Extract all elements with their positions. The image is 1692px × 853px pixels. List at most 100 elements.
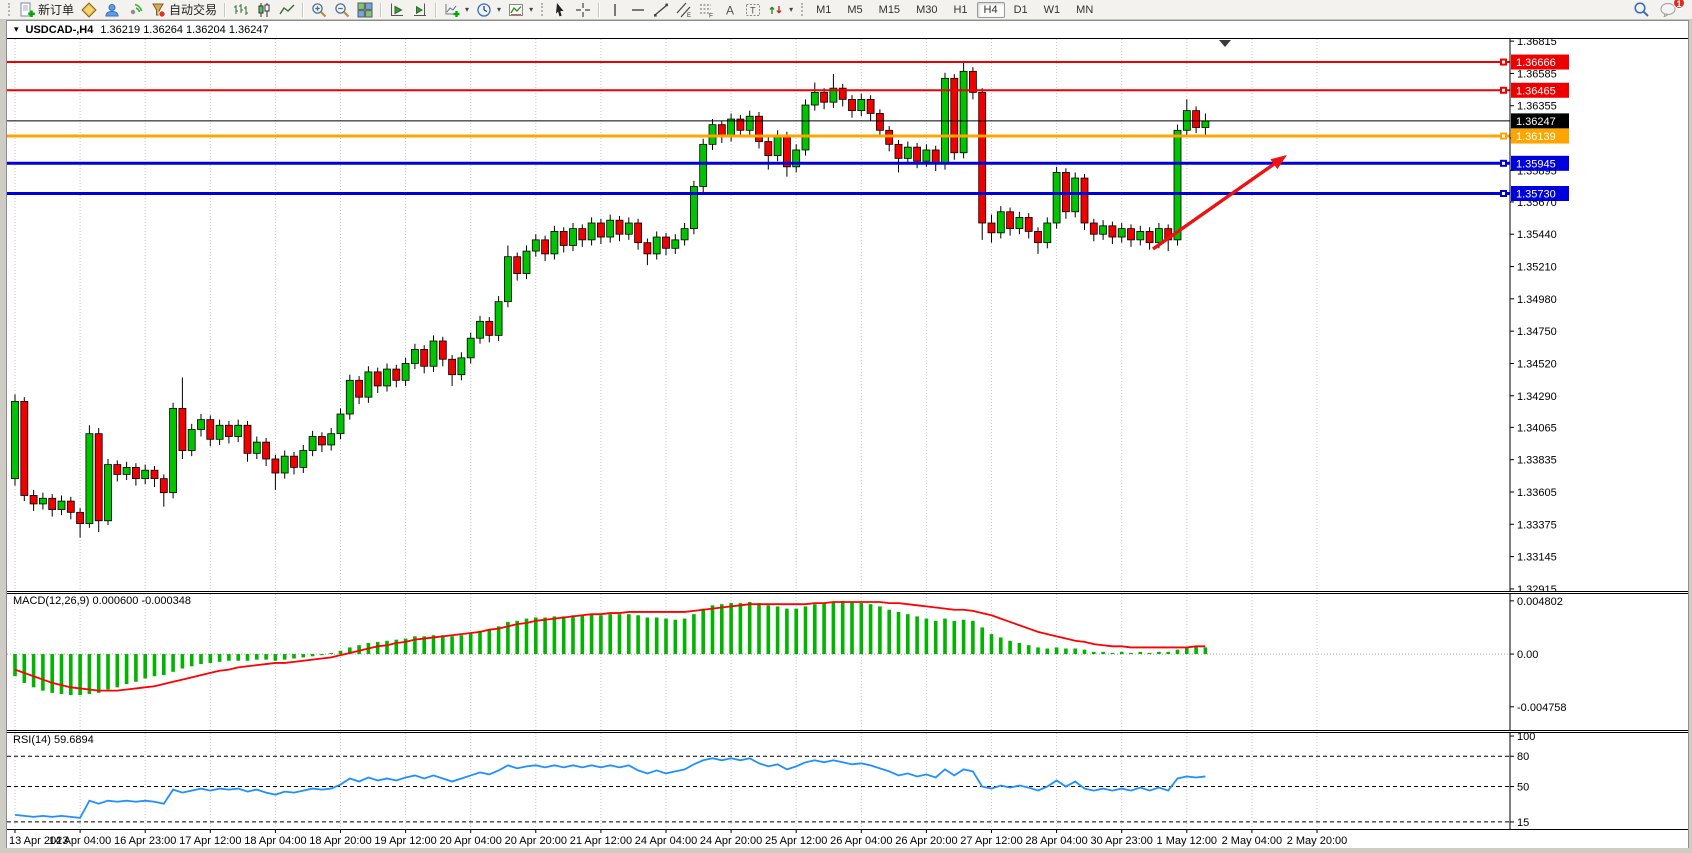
svg-text:1.33605: 1.33605	[1517, 487, 1557, 499]
text-label-button[interactable]: T	[742, 1, 764, 19]
svg-text:26 Apr 04:00: 26 Apr 04:00	[830, 835, 892, 847]
bar-chart-button[interactable]	[230, 1, 252, 19]
svg-text:E: E	[687, 13, 691, 18]
fibonacci-button[interactable]: F	[696, 1, 718, 19]
search-icon[interactable]	[1633, 1, 1650, 18]
hlines-layer[interactable]	[7, 58, 1510, 198]
pane-separator[interactable]	[7, 591, 1688, 594]
svg-text:28 Apr 04:00: 28 Apr 04:00	[1025, 835, 1087, 847]
chart-collapse-icon[interactable]: ▾	[14, 24, 19, 34]
macd-pane[interactable]: 0.004802 0.00 -0.004758 MACD(12,26,9) 0.00…	[7, 594, 1688, 730]
vertical-line-icon	[607, 2, 623, 18]
text-button[interactable]: A	[719, 1, 741, 19]
rsi-axis[interactable]: 100 80 50 15	[1509, 733, 1535, 829]
toolbar-grip[interactable]	[8, 3, 11, 16]
timeframe-h4[interactable]: H4	[976, 1, 1005, 18]
crosshair-button[interactable]	[572, 1, 594, 19]
svg-text:25 Apr 12:00: 25 Apr 12:00	[765, 835, 827, 847]
time-axis[interactable]: 13 Apr 2023 14 Apr 04:00 16 Apr 23:00 17 Ap…	[7, 829, 1688, 848]
svg-text:1.36585: 1.36585	[1517, 68, 1557, 80]
chart-shift-button[interactable]	[409, 1, 431, 19]
toolbar-right-group: 1	[1633, 0, 1685, 18]
price-axis[interactable]: 1.368151.365851.363551.361251.358951.356…	[1509, 39, 1569, 591]
svg-text:24 Apr 04:00: 24 Apr 04:00	[635, 835, 697, 847]
chart-title-bar[interactable]: ▾ USDCAD-,H4 1.36219 1.36264 1.36204 1.3…	[7, 21, 1688, 39]
svg-text:1.34520: 1.34520	[1517, 358, 1557, 370]
timeframe-m15[interactable]: M15	[878, 3, 901, 16]
timeframe-d1[interactable]: D1	[1013, 3, 1028, 16]
svg-text:17 Apr 12:00: 17 Apr 12:00	[179, 835, 241, 847]
trendline-button[interactable]	[650, 1, 672, 19]
line-chart-button[interactable]	[276, 1, 298, 19]
macd-signal-line	[14, 601, 1206, 692]
svg-text:1.36815: 1.36815	[1517, 39, 1557, 48]
indicators-button[interactable]: ▾	[441, 1, 472, 19]
text-icon: A	[722, 2, 738, 18]
line-chart-icon	[279, 2, 295, 18]
zoom-out-button[interactable]	[331, 1, 353, 19]
current-price-badge: 1.36247	[1511, 113, 1569, 129]
svg-text:16 Apr 23:00: 16 Apr 23:00	[114, 835, 176, 847]
zoom-in-button[interactable]	[308, 1, 330, 19]
price-badge: 1.35945	[1511, 155, 1569, 171]
templates-button[interactable]: ▾	[505, 1, 536, 19]
equidistant-channel-button[interactable]: E	[673, 1, 695, 19]
macd-axis[interactable]: 0.004802 0.00 -0.004758	[1509, 594, 1567, 730]
toolbar: 新订单 自动交易 ▾ ▾ ▾ E F A	[0, 0, 1692, 20]
chart-symbol-title: USDCAD-,H4	[25, 23, 94, 36]
svg-text:20 Apr 20:00: 20 Apr 20:00	[505, 835, 567, 847]
svg-text:13 Apr 2023: 13 Apr 2023	[9, 835, 68, 847]
candlestick-chart-button[interactable]	[253, 1, 275, 19]
auto-trading-icon	[150, 2, 166, 18]
pane-separator[interactable]	[7, 730, 1688, 733]
svg-text:1.35440: 1.35440	[1517, 229, 1557, 241]
macd-canvas[interactable]: 0.004802 0.00 -0.004758	[7, 594, 1688, 730]
svg-text:0.004802: 0.004802	[1517, 596, 1563, 608]
notifications-button[interactable]: 1	[1660, 0, 1685, 17]
templates-icon	[508, 2, 524, 18]
price-badge: 1.36666	[1511, 54, 1569, 70]
timeframe-w1[interactable]: W1	[1043, 3, 1061, 16]
svg-text:2 May 20:00: 2 May 20:00	[1287, 835, 1348, 847]
timeframe-m1[interactable]: M1	[816, 3, 832, 16]
svg-text:1.36247: 1.36247	[1516, 116, 1556, 128]
new-order-button[interactable]: 新订单	[16, 1, 77, 19]
new-order-icon	[19, 2, 35, 18]
annotation-arrow[interactable]	[1152, 155, 1287, 251]
market-watch-button[interactable]	[78, 1, 100, 19]
timeframe-mn[interactable]: MN	[1076, 3, 1094, 16]
rsi-canvas[interactable]: 100 80 50 15	[7, 733, 1688, 829]
signals-button[interactable]	[124, 1, 146, 19]
arrows-tool-button[interactable]: ▾	[765, 1, 796, 19]
main-chart-canvas[interactable]: 1.368151.365851.363551.361251.358951.356…	[7, 39, 1688, 591]
horizontal-line-button[interactable]	[627, 1, 649, 19]
horizontal-line-icon	[630, 2, 646, 18]
grid-layer	[14, 733, 1318, 829]
periods-button[interactable]: ▾	[473, 1, 504, 19]
svg-text:1.32915: 1.32915	[1517, 584, 1557, 591]
rsi-pane[interactable]: 100 80 50 15 RSI(14) 59.6894	[7, 733, 1688, 829]
cursor-button[interactable]	[549, 1, 571, 19]
timeframe-h1[interactable]: H1	[953, 3, 968, 16]
auto-trading-button[interactable]: 自动交易	[147, 1, 220, 19]
timeframe-m30[interactable]: M30	[916, 3, 938, 16]
main-price-pane[interactable]: 1.368151.365851.363551.361251.358951.356…	[7, 39, 1688, 591]
vertical-line-button[interactable]	[604, 1, 626, 19]
toolbar-grip[interactable]	[801, 3, 804, 16]
auto-scroll-button[interactable]	[386, 1, 408, 19]
text-label-icon: T	[745, 2, 761, 18]
new-order-label: 新订单	[38, 3, 75, 17]
separator	[224, 2, 227, 17]
svg-text:1.35730: 1.35730	[1516, 189, 1556, 201]
svg-text:18 Apr 04:00: 18 Apr 04:00	[244, 835, 306, 847]
zoom-out-icon	[334, 2, 350, 18]
community-button[interactable]	[101, 1, 123, 19]
chart-shift-icon	[412, 2, 428, 18]
signals-icon	[127, 2, 143, 18]
tile-windows-button[interactable]	[354, 1, 376, 19]
chart-shift-marker[interactable]	[1219, 40, 1231, 47]
crosshair-icon	[575, 2, 591, 18]
toolbar-grip[interactable]	[541, 3, 544, 16]
svg-text:F: F	[709, 12, 713, 18]
timeframe-m5[interactable]: M5	[847, 3, 863, 16]
